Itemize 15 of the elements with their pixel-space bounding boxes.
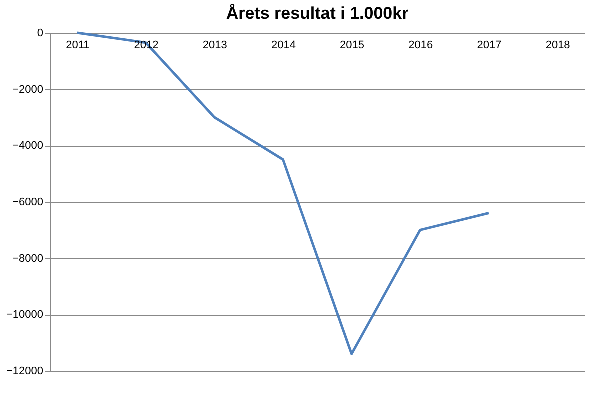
y-tick-label: −6000 bbox=[12, 196, 44, 208]
x-tick-label: 2018 bbox=[546, 40, 570, 52]
y-tick-label: 0 bbox=[37, 28, 44, 40]
y-tick-label: −8000 bbox=[12, 252, 44, 265]
x-tick-label: 2011 bbox=[66, 40, 90, 52]
x-tick-label: 2013 bbox=[202, 40, 228, 52]
y-tick-label: −4000 bbox=[12, 140, 44, 152]
x-tick-label: 2014 bbox=[271, 40, 296, 52]
y-tick-label: −12000 bbox=[6, 366, 44, 378]
chart-title: Årets resultat i 1.000kr bbox=[226, 4, 410, 23]
x-tick-label: 2016 bbox=[408, 40, 434, 52]
y-tick-label: −10000 bbox=[6, 309, 44, 322]
x-tick-label: 2015 bbox=[340, 40, 365, 52]
y-tick-label: −2000 bbox=[12, 84, 44, 96]
x-tick-label: 2017 bbox=[477, 40, 502, 52]
